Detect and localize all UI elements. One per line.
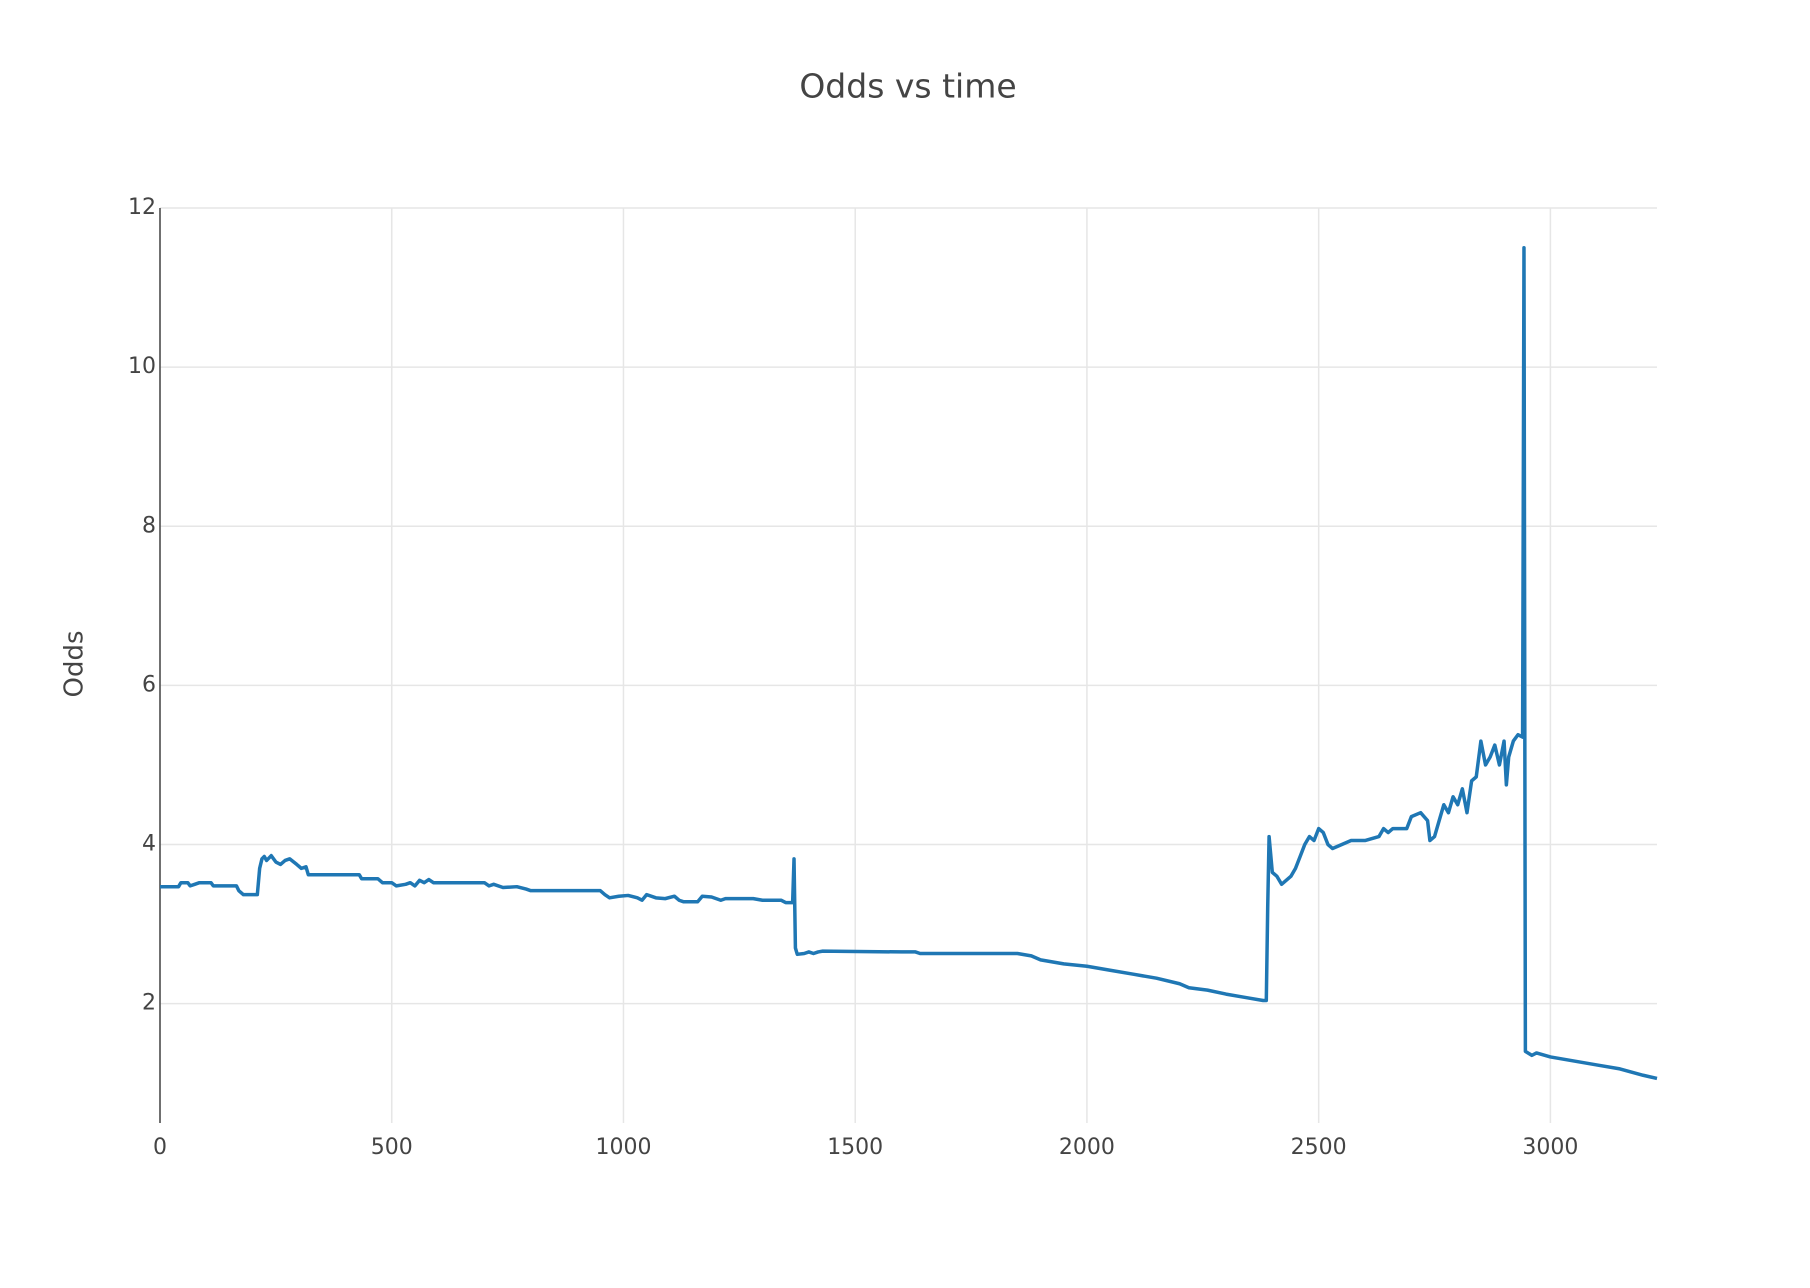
y-axis-label: Odds — [60, 630, 90, 697]
x-tick-label: 2500 — [1291, 1135, 1347, 1160]
x-tick-label: 0 — [153, 1135, 167, 1160]
y-tick-label: 6 — [142, 672, 156, 697]
y-tick-label: 2 — [142, 991, 156, 1016]
y-tick-label: 8 — [142, 513, 156, 538]
x-tick-label: 1000 — [595, 1135, 651, 1160]
y-tick-label: 10 — [128, 354, 156, 379]
chart-title: Odds vs time — [799, 67, 1016, 106]
y-tick-label: 12 — [128, 195, 156, 220]
x-tick-label: 2000 — [1059, 1135, 1115, 1160]
x-tick-label: 3000 — [1522, 1135, 1578, 1160]
data-line — [160, 246, 1658, 1081]
x-tick-label: 500 — [371, 1135, 413, 1160]
y-tick-label: 4 — [142, 832, 156, 857]
x-tick-label: 1500 — [827, 1135, 883, 1160]
